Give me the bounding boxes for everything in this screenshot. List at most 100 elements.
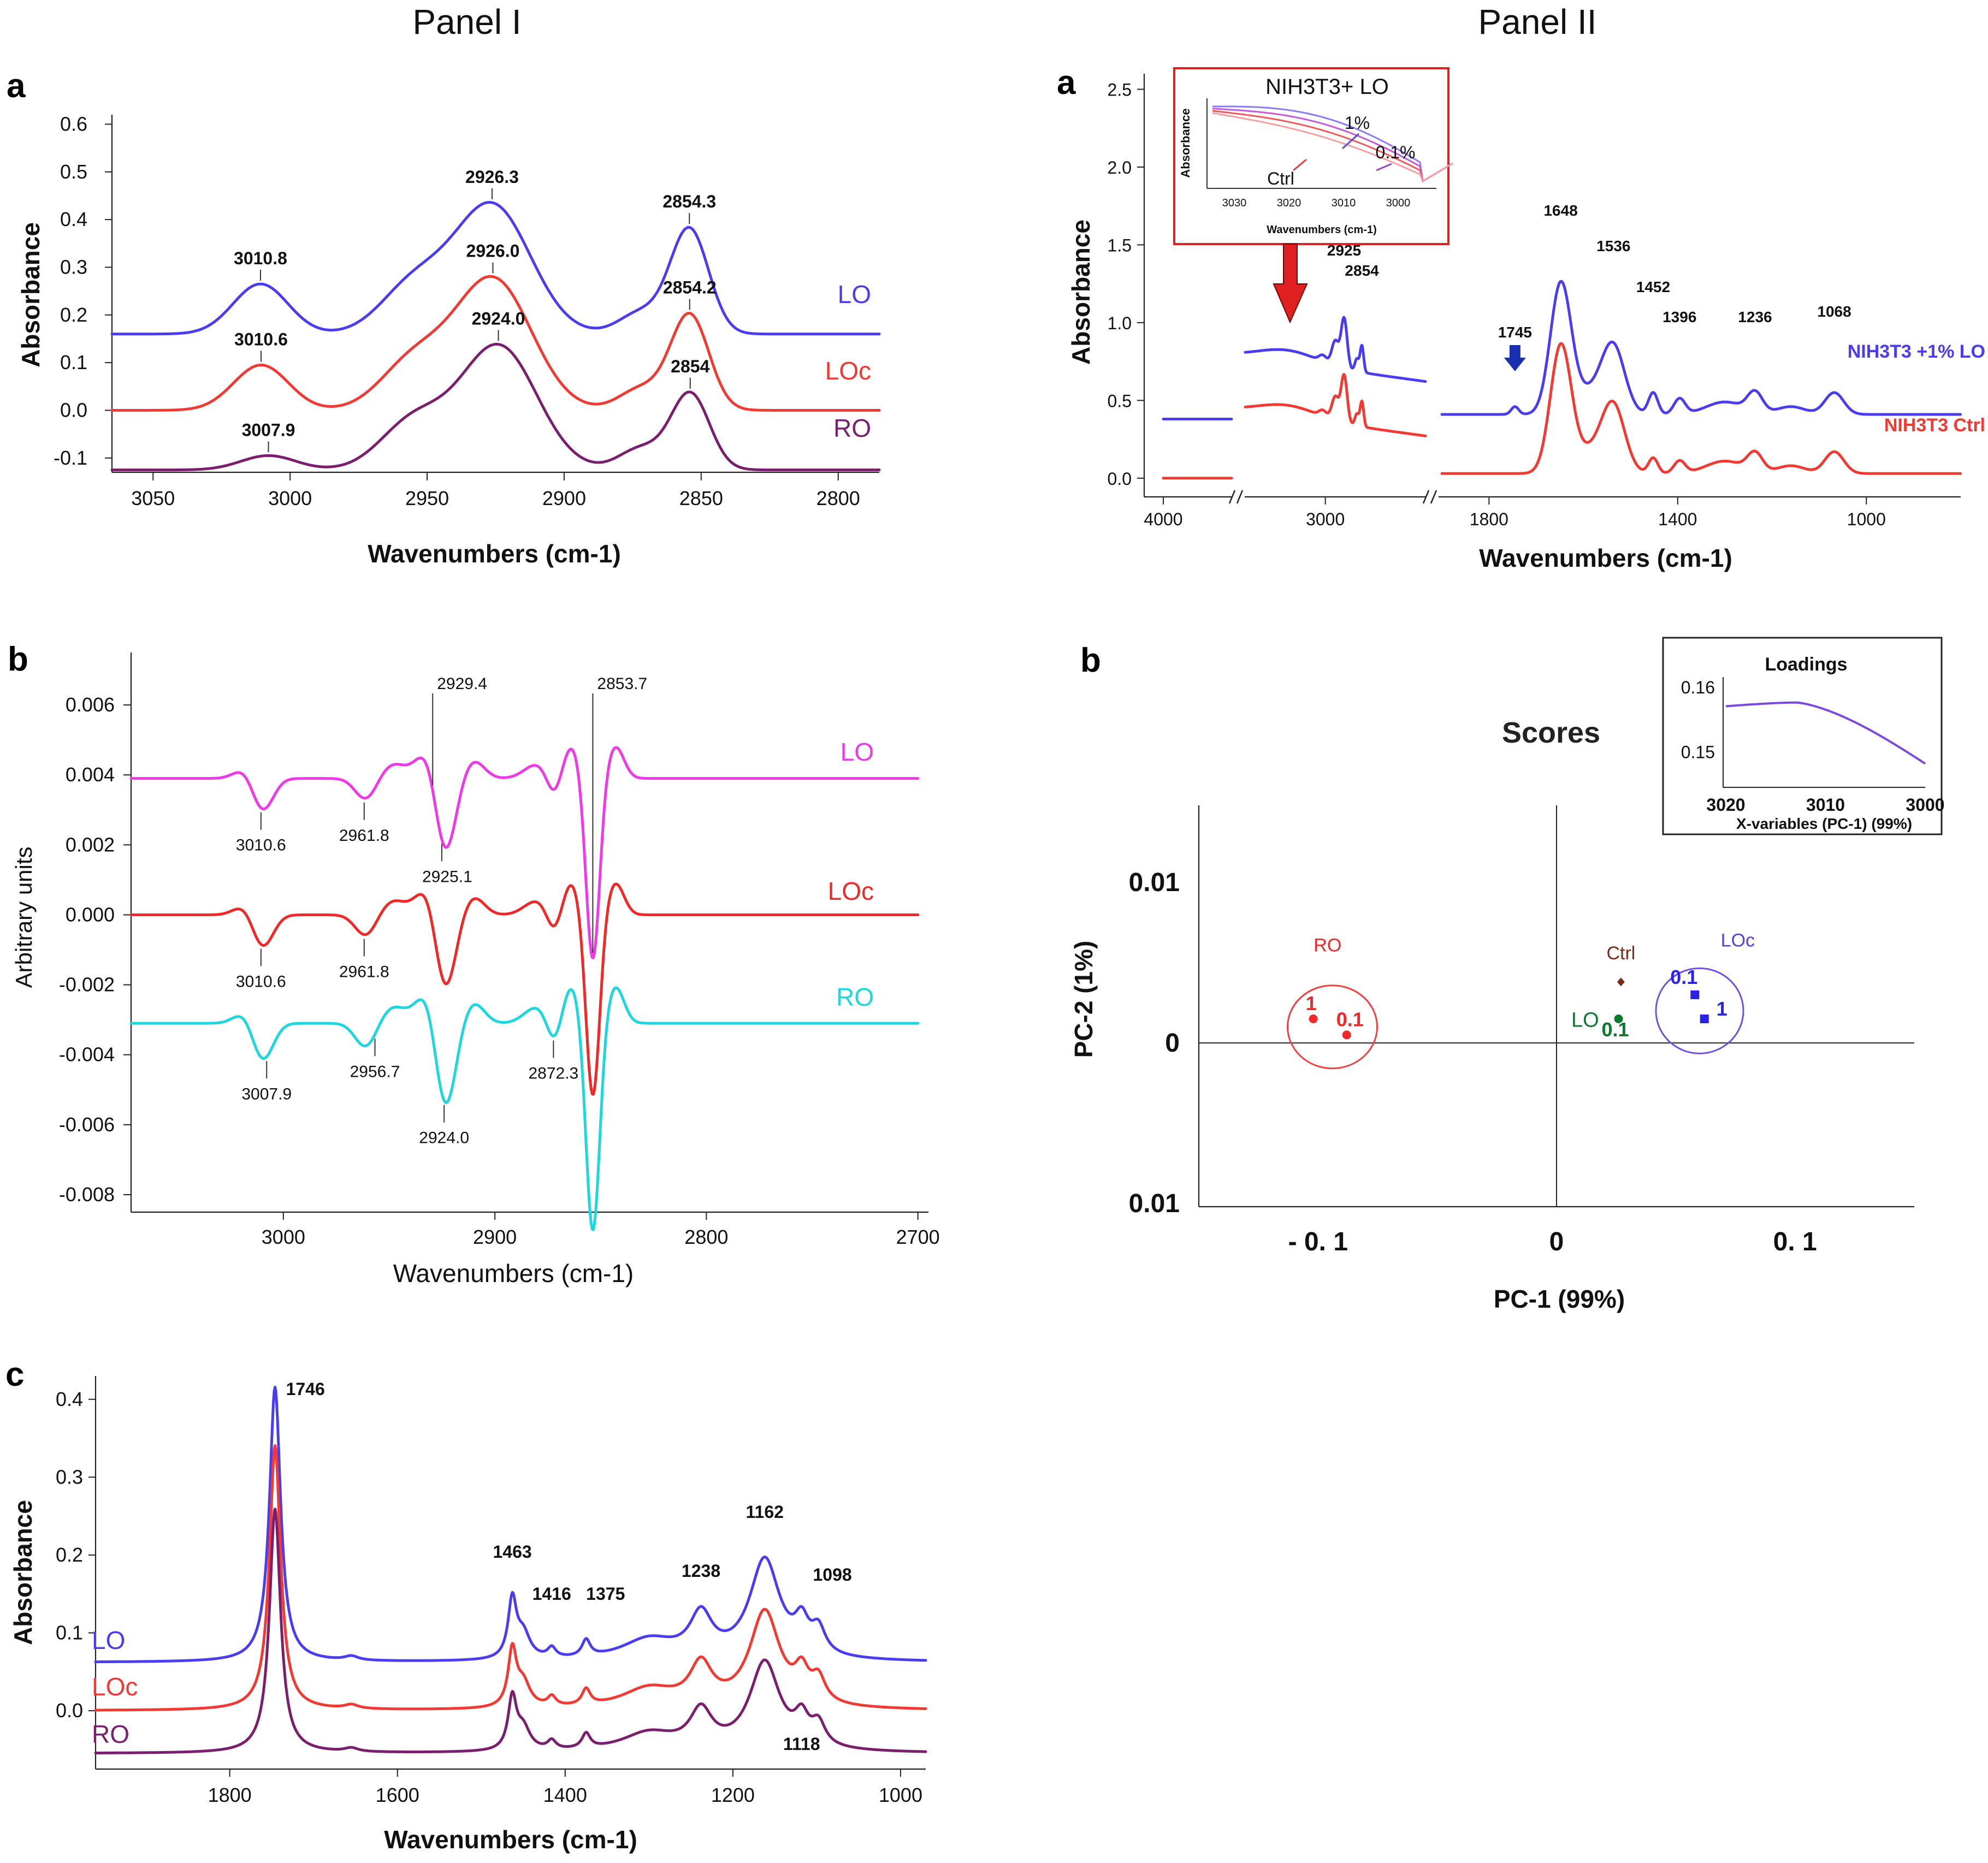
x-tick-label: 0. 1 [1773, 1227, 1817, 1256]
y-tick-label: 0.01 [1129, 868, 1180, 897]
y-tick-label: 0.0 [60, 399, 87, 421]
peak-label: 1375 [586, 1584, 625, 1604]
y-tick-label: 0.3 [60, 256, 87, 278]
y-tick-label: 0 [1165, 1029, 1180, 1058]
peak-label: 3007.9 [241, 1085, 292, 1103]
inset-pointer [1293, 158, 1307, 171]
peak-label: 2854 [1345, 262, 1379, 279]
peak-label: 2854 [671, 357, 709, 376]
x-axis-label: PC-1 (99%) [1494, 1285, 1625, 1313]
loadings-curve [1725, 701, 1926, 765]
series-line-lo-seg2 [1244, 316, 1427, 383]
point-label: 0.1 [1670, 966, 1697, 988]
loadings-x-label: X-variables (PC-1) (99%) [1736, 815, 1912, 832]
loadings-frame [1662, 637, 1943, 835]
peak-label: 2854.2 [663, 277, 717, 297]
x-tick-label: 1000 [1847, 509, 1886, 529]
data-point-loc [1690, 990, 1700, 999]
peak-label: 2929.4 [437, 675, 487, 693]
x-tick-label: 1600 [376, 1784, 419, 1806]
chart-panel2-a: 0.0 0.5 1.0 1.5 2.0 2.5 4000 3000 1800 1400 1000 N… [1067, 67, 1985, 572]
y-tick-label: 0.3 [56, 1466, 83, 1488]
x-tick-label: 2700 [896, 1226, 940, 1248]
chart-panel1-a: -0.1 0.0 0.1 0.2 0.3 0.4 0.5 0.6 3050 3000 2950 290… [16, 112, 881, 568]
inset-loadings: Loadings 0.16 0.15 3020 3010 3000X-variables … [1662, 637, 1945, 835]
series-line-loc [94, 1444, 927, 1712]
loadings-y-tick-label: 0.16 [1681, 678, 1715, 697]
x-tick-label: 2900 [542, 487, 586, 509]
peak-label: 1236 [1738, 308, 1772, 325]
series-line-lo [110, 201, 881, 336]
y-tick-label: 0.000 [66, 903, 115, 925]
y-axis-label: PC-2 (1%) [1069, 941, 1098, 1058]
series-line-ctrl-seg2 [1244, 373, 1427, 437]
x-tick-label: 3000 [262, 1226, 305, 1248]
series-line-ro [94, 1508, 927, 1754]
point-label: 0.1 [1602, 1018, 1629, 1041]
inset-curve [1212, 108, 1453, 183]
data-point-ctrl [1617, 977, 1625, 987]
peak-label: 1098 [813, 1565, 851, 1585]
peak-label: 2961.8 [339, 963, 389, 981]
peak-label: 2961.8 [339, 827, 389, 845]
series-line-ro [129, 986, 920, 1231]
x-tick-label: 1400 [1658, 509, 1697, 529]
peak-label: 2926.0 [466, 241, 520, 261]
series-label-loc: LOc [825, 357, 871, 385]
series-label-ro: RO [833, 414, 871, 442]
group-label-ro: RO [1313, 935, 1341, 956]
y-tick-label: 0.2 [60, 304, 87, 326]
series-label-lo: LO [92, 1626, 125, 1654]
y-tick-label: 0.2 [56, 1544, 83, 1566]
y-tick-label: -0.008 [59, 1183, 115, 1206]
peak-label: 2924.0 [472, 308, 525, 328]
x-tick-label: 2800 [684, 1226, 728, 1248]
inset-y-label: Absorbance [1179, 108, 1192, 177]
point-label: 0.1 [1336, 1008, 1364, 1030]
y-tick-label: 0.0 [56, 1699, 83, 1722]
inset-label-0-1pct: 0.1% [1376, 143, 1416, 162]
inset-nih3t3-lo: NIH3T3+ LO Absorbance 3030 3020 3010 3000 Wave… [1173, 67, 1453, 324]
peak-label: 1463 [493, 1542, 531, 1562]
group-label-loc: LOc [1721, 930, 1755, 951]
series-line-loc [129, 882, 920, 1096]
peak-label: 2872.3 [528, 1064, 578, 1082]
peak-label: 2853.7 [597, 675, 647, 693]
x-tick-label: 2800 [816, 487, 860, 509]
y-tick-label: 0.6 [60, 112, 87, 135]
peak-label: 2956.7 [350, 1063, 400, 1081]
inset-x-label: Wavenumbers (cm-1) [1267, 224, 1377, 236]
series-label-lo: LO [838, 280, 871, 308]
series-line-lo [129, 746, 920, 959]
chart-panel2-b: - 0. 1 0 0. 1 0.01 0 0.01 1 0.1 0.1 0.1 1 RO Ctrl LO… [1069, 637, 1945, 1313]
y-tick-label: 0.004 [66, 763, 115, 786]
x-axis-label: Wavenumbers (cm-1) [368, 539, 621, 568]
series-label-loc: LOc [828, 877, 874, 905]
loadings-title: Loadings [1765, 654, 1847, 675]
x-tick-label: 2850 [679, 487, 723, 509]
peak-label: 1162 [746, 1502, 784, 1522]
inset-curve [1212, 112, 1453, 183]
axis-break-mark [1430, 490, 1437, 504]
y-tick-label: 0.01 [1129, 1189, 1180, 1218]
loadings-y-tick-label: 0.15 [1681, 743, 1715, 762]
y-axis-label: Absorbance [1067, 219, 1095, 365]
point-label: 1 [1717, 998, 1727, 1020]
down-arrow-icon [1273, 244, 1308, 324]
sublabel-panel1-b: b [8, 640, 28, 678]
y-tick-label: 0.1 [56, 1621, 83, 1644]
data-point-ro [1342, 1030, 1351, 1040]
series-label-lo: LO [841, 738, 874, 766]
inset-label-1pct: 1% [1345, 113, 1370, 133]
data-point-loc [1700, 1014, 1709, 1024]
series-line-ctrl-seg3 [1440, 342, 1962, 475]
peak-label: 3010.6 [234, 329, 288, 349]
y-tick-label: 0.1 [60, 351, 87, 373]
y-tick-label: 0.5 [1108, 391, 1132, 411]
peak-label: 1118 [783, 1734, 820, 1754]
peak-label: 3010.6 [236, 836, 286, 855]
loadings-x-tick-label: 3020 [1706, 795, 1745, 815]
series-label-ro: RO [836, 983, 874, 1011]
series-line-ro [110, 342, 881, 472]
y-tick-label: 1.0 [1108, 313, 1132, 333]
